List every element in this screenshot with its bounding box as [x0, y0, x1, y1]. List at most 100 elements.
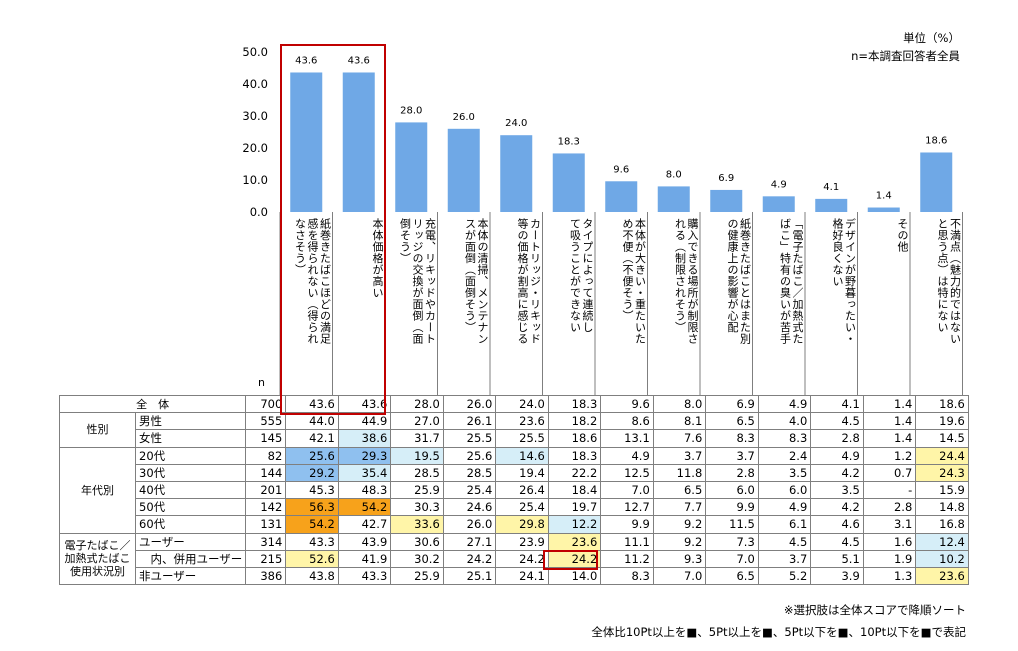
- value-cell: 4.6: [810, 515, 864, 534]
- category-label: 本体が大きい・重たいた め不便（不便そう）: [621, 218, 646, 345]
- crosstab-table: 全 体 700 43.6 43.6 28.0 26.0 24.0 18.3 9.6 8.0 6.9 4…: [58, 394, 969, 586]
- group-label: 年代別: [59, 446, 136, 534]
- value-cell: 43.3: [337, 566, 392, 586]
- value-cell: 54.2: [285, 515, 339, 534]
- value-cell: 18.6: [547, 429, 602, 448]
- value-cell: 19.6: [915, 412, 969, 431]
- value-cell: 19.4: [495, 463, 549, 482]
- value-cell: 3.7: [757, 549, 812, 568]
- value-cell: 3.7: [652, 446, 707, 465]
- value-cell: 9.9: [705, 498, 759, 517]
- value-cell: 6.5: [705, 412, 759, 431]
- table-row: 年代別 20代 82 25.6 29.3 19.5 25.6 14.6 18.3 4.9 3.7 3.…: [59, 446, 969, 534]
- value-cell: 45.3: [285, 480, 339, 500]
- value-cell: 4.5: [757, 532, 812, 551]
- value-cell: 28.5: [390, 463, 444, 482]
- value-cell: 7.0: [600, 480, 654, 500]
- value-cell: 43.3: [285, 532, 339, 551]
- value-cell: 29.8: [495, 515, 549, 534]
- value-cell: 38.6: [337, 429, 392, 448]
- value-cell: 9.2: [652, 532, 707, 551]
- category-label: その他: [896, 218, 908, 253]
- data-label: 6.9: [718, 173, 734, 184]
- value-cell: 1.2: [862, 446, 917, 465]
- category-label: 本体価格が高い: [371, 218, 383, 299]
- value-cell: 4.5: [810, 532, 864, 551]
- value-cell: 5.1: [810, 549, 864, 568]
- value-cell: 1.4: [862, 394, 917, 414]
- value-cell: 24.1: [495, 566, 549, 586]
- data-label: 43.6: [348, 55, 370, 66]
- value-cell: 3.5: [757, 463, 812, 482]
- value-cell: 9.6: [600, 394, 654, 414]
- value-cell: 8.3: [757, 429, 812, 448]
- sample-size: 555: [245, 412, 287, 431]
- value-cell: 1.9: [862, 549, 917, 568]
- value-cell: 30.6: [390, 532, 444, 551]
- value-cell: 19.5: [390, 446, 444, 465]
- value-cell: 8.0: [652, 394, 707, 414]
- value-cell: 19.7: [547, 498, 602, 517]
- value-cell: 23.6: [495, 412, 549, 431]
- value-cell: 7.0: [705, 549, 759, 568]
- value-cell: 3.1: [862, 515, 917, 534]
- value-cell: 1.3: [862, 566, 917, 586]
- value-cell: 18.3: [547, 446, 602, 465]
- sample-size: 700: [245, 394, 287, 414]
- y-tick-label: 0.0: [250, 205, 268, 219]
- table-row: 女性 145 42.1 38.6 31.7 25.5 25.5 18.6 13.1 7.6 8.3 8…: [60, 429, 969, 448]
- value-cell: 33.6: [390, 515, 444, 534]
- subgroup-label: ユーザー: [134, 532, 247, 551]
- y-tick-label: 10.0: [242, 173, 268, 187]
- table-row: 電子たばこ／ 加熱式たばこ 使用状況別 ユーザー 314 43.3 43.9 30.6 27…: [59, 532, 969, 586]
- category-label: 紙巻きたばことはまた別 の健康上の影響が心配: [726, 218, 751, 345]
- category-label: 本体の清掃、メンテナン スが面倒（面倒そう）: [463, 218, 489, 345]
- value-cell: 3.9: [810, 566, 864, 586]
- sample-size: 82: [245, 446, 287, 465]
- value-cell: 4.9: [757, 498, 812, 517]
- bar: [500, 135, 533, 212]
- value-cell: 4.9: [810, 446, 864, 465]
- category-label: 不満点（魅力的ではない と思う点）は特にない: [936, 218, 961, 345]
- category-label: 紙巻きたばこほどの満足 感を得られない（得られ なさそう）: [293, 218, 331, 345]
- value-cell: 24.2: [547, 549, 602, 568]
- data-label: 24.0: [505, 118, 527, 129]
- value-cell: 43.6: [285, 394, 339, 414]
- value-cell: 26.0: [442, 515, 497, 534]
- table-row: 非ユーザー 386 43.8 43.3 25.9 25.1 24.1 14.0 8.3 7.0 6.…: [60, 566, 969, 586]
- value-cell: 43.8: [285, 566, 339, 586]
- value-cell: 25.6: [442, 446, 497, 465]
- bar: [815, 198, 848, 212]
- sample-size: 215: [245, 549, 287, 568]
- value-cell: 8.1: [652, 412, 707, 431]
- value-cell: 25.5: [495, 429, 549, 448]
- value-cell: 52.6: [285, 549, 339, 568]
- bar: [447, 128, 480, 212]
- value-cell: 7.6: [652, 429, 707, 448]
- value-cell: 25.4: [495, 498, 549, 517]
- category-label: カートリッジ・リキッド 等の価格が割高に感じる: [516, 218, 541, 345]
- value-cell: 4.1: [810, 394, 864, 414]
- sample-size: 142: [245, 498, 287, 517]
- value-cell: 18.6: [915, 394, 969, 414]
- value-cell: 4.9: [600, 446, 654, 465]
- subgroup-label: 内、併用ユーザー: [134, 549, 247, 568]
- value-cell: 44.9: [337, 412, 392, 431]
- bar: [605, 181, 638, 212]
- value-cell: 44.0: [285, 412, 339, 431]
- value-cell: 25.5: [442, 429, 497, 448]
- value-cell: 25.6: [285, 446, 339, 465]
- value-cell: 29.2: [285, 463, 339, 482]
- value-cell: 42.1: [285, 429, 339, 448]
- bar: [920, 152, 953, 212]
- value-cell: 2.8: [862, 498, 917, 517]
- value-cell: 4.2: [810, 498, 864, 517]
- table-row: 50代 142 56.3 54.2 30.3 24.6 25.4 19.7 12.7 7.7 9.9…: [60, 498, 969, 517]
- value-cell: 31.7: [390, 429, 444, 448]
- value-cell: 23.6: [915, 566, 969, 586]
- value-cell: 11.8: [652, 463, 707, 482]
- value-cell: 24.2: [495, 549, 549, 568]
- value-cell: 14.5: [915, 429, 969, 448]
- value-cell: 25.4: [442, 480, 497, 500]
